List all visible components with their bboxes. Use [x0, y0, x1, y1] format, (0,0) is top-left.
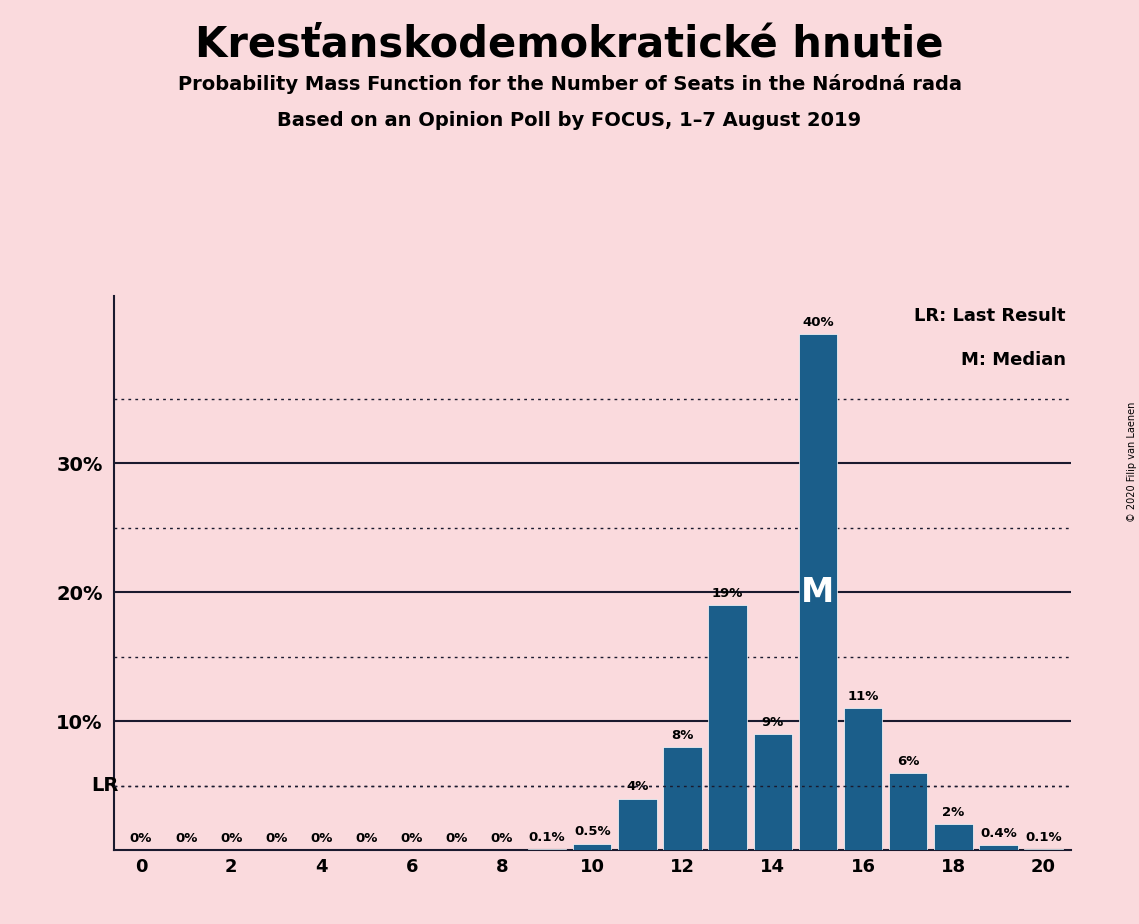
Bar [980, 845, 1017, 850]
Text: 0%: 0% [310, 832, 333, 845]
Bar [573, 844, 612, 850]
Text: 8%: 8% [671, 729, 694, 742]
Text: LR: Last Result: LR: Last Result [915, 307, 1066, 324]
Text: 0%: 0% [401, 832, 423, 845]
Text: 9%: 9% [762, 716, 784, 729]
Text: 0%: 0% [220, 832, 243, 845]
Text: 0.1%: 0.1% [1025, 831, 1062, 844]
Text: LR: LR [91, 776, 118, 796]
Text: 0.4%: 0.4% [980, 827, 1017, 840]
Text: Probability Mass Function for the Number of Seats in the Národná rada: Probability Mass Function for the Number… [178, 74, 961, 94]
Text: M: M [802, 576, 835, 609]
Text: M: Median: M: Median [961, 351, 1066, 369]
Bar [754, 734, 792, 850]
Text: © 2020 Filip van Laenen: © 2020 Filip van Laenen [1126, 402, 1137, 522]
Bar [528, 849, 566, 850]
Bar [798, 334, 837, 850]
Text: 6%: 6% [898, 755, 919, 768]
Text: Kresťanskodemokratické hnutie: Kresťanskodemokratické hnutie [195, 23, 944, 65]
Text: 40%: 40% [802, 316, 834, 329]
Bar [844, 709, 883, 850]
Text: 0.5%: 0.5% [574, 825, 611, 838]
Text: 0%: 0% [175, 832, 197, 845]
Text: 0%: 0% [265, 832, 287, 845]
Text: 0%: 0% [130, 832, 153, 845]
Bar [1024, 849, 1063, 850]
Text: 4%: 4% [626, 781, 648, 794]
Text: 2%: 2% [942, 806, 965, 820]
Bar [934, 824, 973, 850]
Text: 0%: 0% [355, 832, 378, 845]
Text: 0.1%: 0.1% [528, 831, 565, 844]
Bar [890, 772, 927, 850]
Text: 0%: 0% [491, 832, 514, 845]
Text: 19%: 19% [712, 587, 744, 600]
Bar [618, 798, 656, 850]
Text: Based on an Opinion Poll by FOCUS, 1–7 August 2019: Based on an Opinion Poll by FOCUS, 1–7 A… [278, 111, 861, 130]
Bar [663, 747, 702, 850]
Text: 11%: 11% [847, 690, 879, 703]
Bar [708, 605, 747, 850]
Text: 0%: 0% [445, 832, 468, 845]
